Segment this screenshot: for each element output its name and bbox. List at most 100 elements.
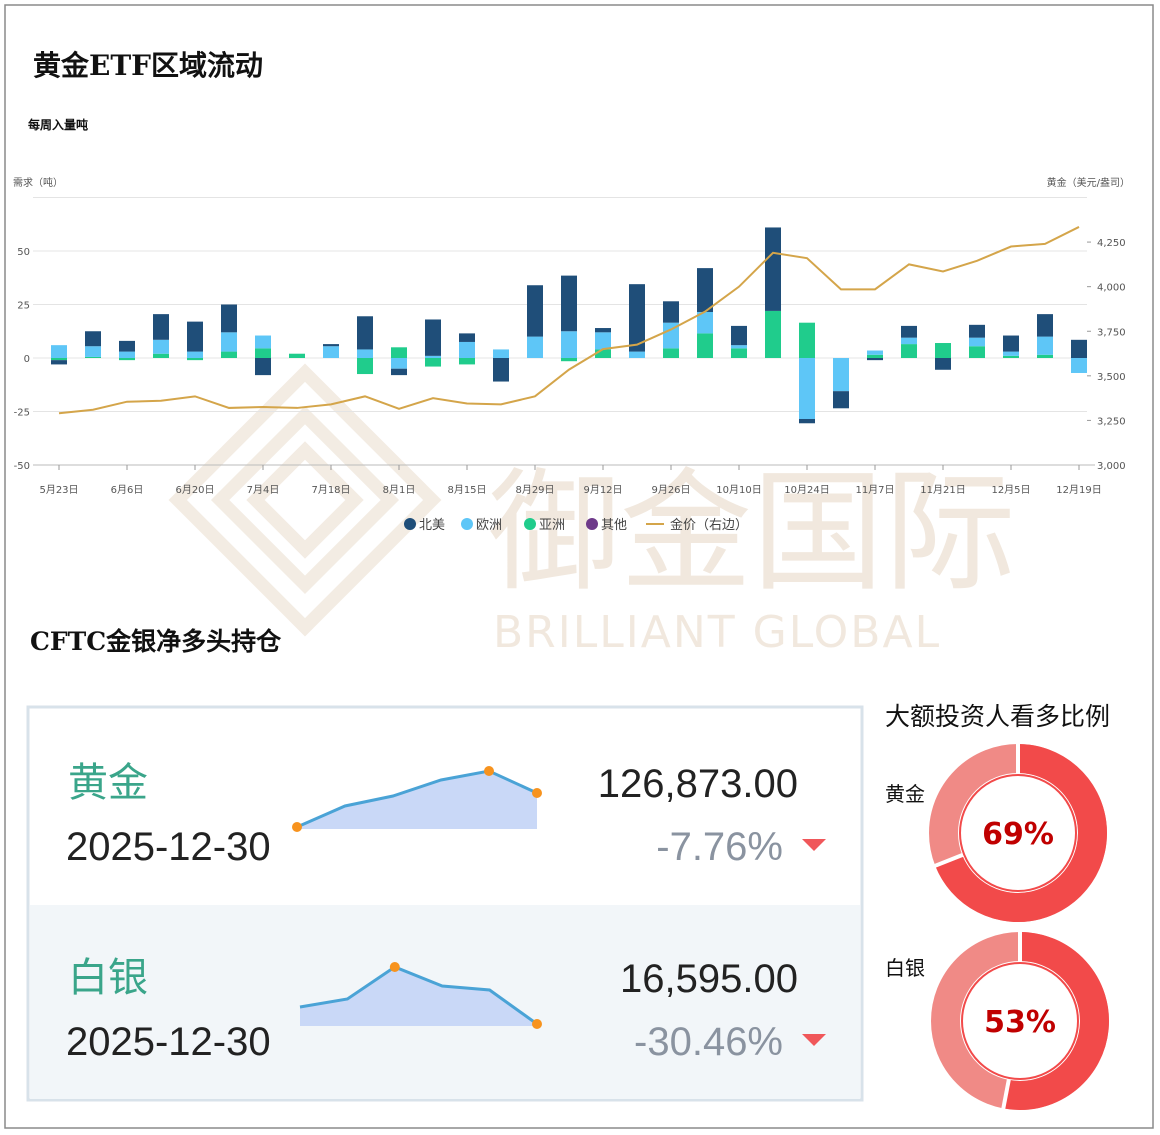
legend-label: 亚洲 (539, 518, 565, 533)
x-tick-label: 7月4日 (247, 484, 280, 496)
y2-tick-label: 3,000 (1097, 461, 1126, 472)
card-value: 16,595.00 (620, 957, 798, 1001)
sparkline-area (297, 771, 537, 829)
bar (153, 339, 169, 354)
x-tick-label: 8月1日 (383, 484, 416, 496)
y-tick-label: -25 (14, 408, 30, 419)
x-tick-label: 5月23日 (39, 484, 78, 496)
bar (51, 345, 67, 358)
bar (595, 332, 611, 350)
bar (629, 351, 645, 358)
x-tick-label: 9月26日 (651, 484, 690, 496)
bar (357, 358, 373, 375)
card-change: -30.46% (634, 1020, 783, 1064)
x-tick-label: 6月6日 (111, 484, 144, 496)
logo-square (246, 441, 364, 559)
bar (833, 358, 849, 392)
y-tick-label: 50 (17, 247, 30, 258)
x-tick-label: 6月20日 (175, 484, 214, 496)
sentiment-title: 大额投资人看多比例 (885, 702, 1110, 731)
x-tick-label: 9月12日 (583, 484, 622, 496)
watermark-logo (168, 363, 442, 637)
card-change: -7.76% (656, 825, 783, 869)
price-line (58, 226, 1080, 415)
y2-axis-label: 黄金（美元/盎司） (1047, 176, 1130, 189)
bar (459, 341, 475, 358)
y2-tick-label: 3,250 (1097, 416, 1126, 427)
bar (493, 358, 509, 382)
bar (221, 332, 237, 352)
bar (119, 358, 135, 361)
bar (1003, 351, 1019, 356)
legend-label: 其他 (601, 518, 627, 533)
y-tick-label: 25 (17, 301, 30, 312)
section-title: CFTC金银净多头持仓 (30, 627, 282, 656)
bar (561, 331, 577, 358)
bar (663, 348, 679, 358)
donut-gap (1001, 1078, 1012, 1111)
watermark-en: BRILLIANT GLOBAL (493, 607, 941, 658)
logo-square (168, 363, 442, 637)
bar (51, 358, 67, 361)
x-tick-label: 10月10日 (716, 484, 761, 496)
bar (357, 349, 373, 358)
bar (1037, 314, 1053, 337)
bar (697, 311, 713, 334)
bar (221, 351, 237, 358)
bar (731, 325, 747, 346)
y2-tick-label: 4,250 (1097, 238, 1126, 249)
bar (901, 325, 917, 338)
bar (799, 322, 815, 358)
card-value: 126,873.00 (598, 762, 798, 806)
chart-subtitle: 每周入量吨 (28, 117, 88, 132)
bar (391, 368, 407, 376)
y2-tick-label: 3,750 (1097, 327, 1126, 338)
sparkline-dot (532, 788, 542, 799)
bar (221, 304, 237, 333)
bar (1003, 355, 1019, 358)
sparkline-dot (389, 962, 400, 972)
bar (731, 345, 747, 349)
bar (697, 333, 713, 358)
bar (527, 336, 543, 358)
bar (629, 284, 645, 352)
bar (561, 275, 577, 332)
y-tick-label: 0 (24, 354, 30, 365)
bar (969, 337, 985, 347)
bar (765, 227, 781, 311)
bar (1037, 336, 1053, 355)
bar (425, 358, 441, 367)
x-tick-label: 7月18日 (311, 484, 350, 496)
bar (255, 335, 271, 349)
card-date: 2025-12-30 (66, 825, 271, 869)
donut-label: 53% (984, 1005, 1056, 1040)
bar (731, 348, 747, 358)
chart-title: 黄金ETF区域流动 (33, 49, 263, 82)
legend-swatch (586, 518, 598, 530)
bar (1003, 335, 1019, 352)
x-tick-label: 11月21日 (920, 484, 965, 496)
bar (85, 346, 101, 357)
y2-tick-label: 3,500 (1097, 372, 1126, 383)
bar (1071, 339, 1087, 358)
bar (561, 358, 577, 362)
legend-label: 金价（右边） (670, 517, 748, 533)
x-tick-label: 11月7日 (855, 484, 894, 496)
bar (289, 353, 305, 358)
donut-segment (1003, 932, 1109, 1110)
card-name: 黄金 (68, 761, 148, 805)
sparkline-dot (532, 1019, 542, 1029)
card-name: 白银 (68, 956, 148, 1000)
bar (1037, 354, 1053, 358)
bar (527, 285, 543, 337)
bar (459, 358, 475, 365)
bar (663, 322, 679, 349)
bar (867, 358, 883, 361)
legend-label: 北美 (419, 518, 445, 533)
bar (85, 331, 101, 347)
bar (1071, 358, 1087, 373)
bar (255, 358, 271, 376)
bar (357, 316, 373, 350)
donut-inner (959, 774, 1077, 892)
bar (425, 355, 441, 358)
